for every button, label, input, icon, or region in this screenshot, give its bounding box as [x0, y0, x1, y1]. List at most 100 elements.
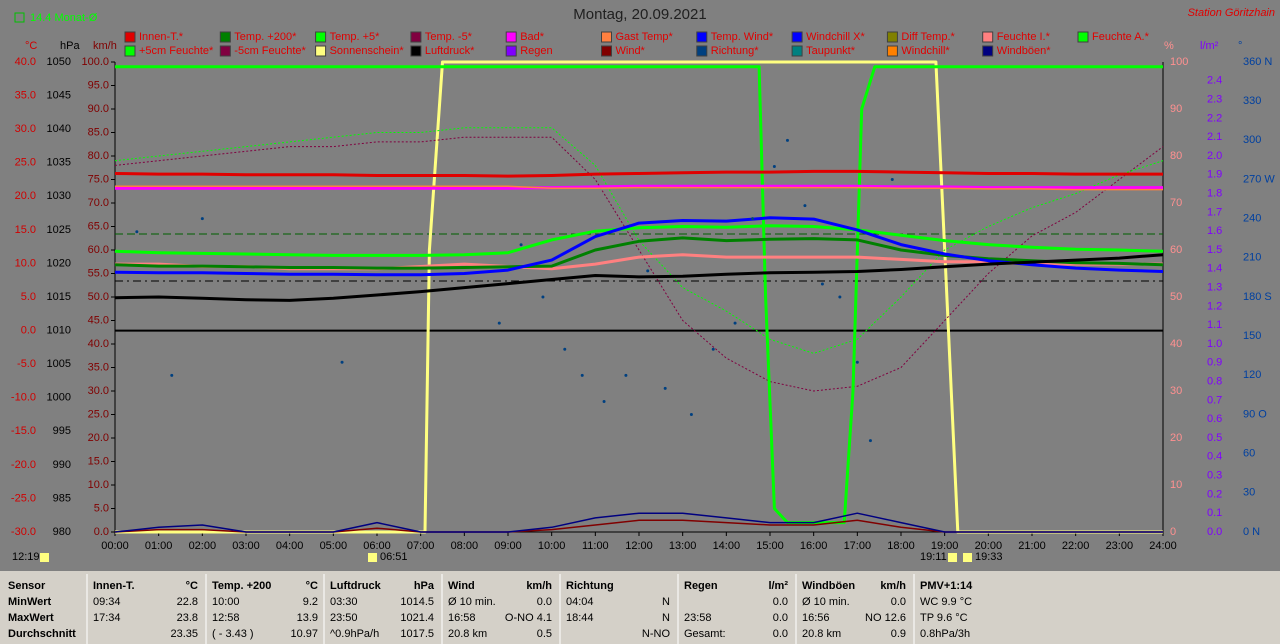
y-tick-label: 1.4 — [1207, 263, 1222, 275]
y-tick-label: 1030 — [47, 190, 71, 202]
table-cell: 0.8hPa/3h — [920, 628, 970, 640]
y-tick-label: 2.4 — [1207, 75, 1222, 87]
y-tick-label: 1.5 — [1207, 244, 1222, 256]
table-cell: Regen — [684, 580, 718, 592]
point — [855, 360, 859, 364]
x-tick-label: 08:00 — [451, 540, 479, 552]
point — [497, 321, 501, 325]
legend-label: Windböen* — [997, 45, 1052, 57]
y-tick-label: 20 — [1170, 432, 1182, 444]
point — [820, 282, 824, 286]
y-tick-label: 30 — [1170, 385, 1182, 397]
table-cell: Sensor — [8, 580, 46, 592]
axis-unit: hPa — [60, 40, 80, 52]
legend-swatch — [410, 31, 422, 43]
point — [785, 138, 789, 142]
y-tick-label: 25.0 — [15, 157, 36, 169]
y-tick-label: 50 — [1170, 291, 1182, 303]
legend-swatch — [410, 45, 422, 57]
point — [340, 360, 344, 364]
y-tick-label: 45.0 — [88, 314, 109, 326]
y-tick-label: 60 — [1170, 244, 1182, 256]
point — [868, 439, 872, 443]
table-cell: 10.97 — [290, 628, 318, 640]
table-cell: hPa — [414, 580, 435, 592]
table-cell: Wind — [448, 580, 475, 592]
legend-swatch — [124, 31, 136, 43]
axis-unit: ° — [1238, 40, 1242, 52]
table-cell: ( - 3.43 ) — [212, 628, 254, 640]
legend-swatch — [219, 45, 231, 57]
y-tick-label: 0.6 — [1207, 413, 1222, 425]
table-cell: N — [662, 596, 670, 608]
table-cell: 23:58 — [684, 612, 712, 624]
table-cell: 10:00 — [212, 596, 240, 608]
y-tick-label: 65.0 — [88, 220, 109, 232]
table-cell: PMV+1:14 — [920, 580, 973, 592]
y-tick-label: 0.0 — [1207, 526, 1222, 538]
y-tick-label: 100.0 — [81, 56, 109, 68]
x-tick-label: 10:00 — [538, 540, 566, 552]
x-tick-label: 09:00 — [494, 540, 522, 552]
point — [751, 217, 755, 221]
y-tick-label: 55.0 — [88, 267, 109, 279]
table-cell: l/m² — [768, 580, 788, 592]
legend-swatch — [219, 31, 231, 43]
point — [838, 295, 842, 299]
y-tick-label: 985 — [53, 492, 71, 504]
y-tick-label: 90 O — [1243, 408, 1267, 420]
x-tick-label: 07:00 — [407, 540, 435, 552]
table-cell: Luftdruck — [330, 580, 382, 592]
y-tick-label: 1.9 — [1207, 169, 1222, 181]
legend-swatch — [982, 45, 994, 57]
y-tick-label: 1.3 — [1207, 282, 1222, 294]
y-tick-label: 1000 — [47, 392, 71, 404]
legend-label: Innen-T.* — [139, 31, 184, 43]
series-line — [114, 236, 1164, 270]
x-tick-label: 19:00 — [931, 540, 959, 552]
table-cell: Innen-T. — [93, 580, 135, 592]
y-tick-label: -10.0 — [11, 392, 36, 404]
y-tick-label: 70.0 — [88, 197, 109, 209]
y-tick-label: 1.0 — [1207, 338, 1222, 350]
y-tick-label: 300 — [1243, 134, 1261, 146]
y-tick-label: 150 — [1243, 330, 1261, 342]
point — [689, 413, 693, 416]
legend-label: Taupunkt* — [806, 45, 856, 57]
y-tick-label: 75.0 — [88, 173, 109, 185]
series-line — [114, 512, 1163, 533]
x-tick-label: 14:00 — [713, 540, 741, 552]
table-cell: 03:30 — [330, 596, 358, 608]
table-cell: Windböen — [802, 580, 855, 592]
table-cell: N — [662, 612, 670, 624]
point — [733, 321, 737, 325]
table-cell: Durchschnitt — [8, 628, 76, 640]
table-cell: Ø 10 min. — [448, 596, 496, 608]
y-tick-label: 40 — [1170, 338, 1182, 350]
legend-label: -5cm Feuchte* — [234, 45, 306, 57]
legend-swatch — [601, 45, 612, 57]
y-tick-label: 1.7 — [1207, 206, 1222, 218]
y-tick-label: 1.2 — [1207, 300, 1222, 312]
table-cell: WC 9.9 °C — [920, 596, 972, 608]
y-tick-label: 210 — [1243, 252, 1261, 264]
legend-label: Bad* — [520, 31, 545, 43]
x-tick-label: 06:00 — [363, 540, 391, 552]
x-tick-label: 04:00 — [276, 540, 304, 552]
y-tick-label: -5.0 — [17, 358, 36, 370]
table-cell: 16:58 — [448, 612, 476, 624]
y-tick-label: 80 — [1170, 150, 1182, 162]
table-cell: 22.8 — [177, 596, 198, 608]
x-tick-label: 00:00 — [101, 540, 129, 552]
sun-marker — [368, 553, 377, 562]
table-cell: °C — [186, 580, 198, 592]
y-tick-label: 15.0 — [88, 455, 109, 467]
y-tick-label: 995 — [53, 425, 71, 437]
legend-swatch — [315, 45, 327, 57]
point — [803, 204, 807, 208]
y-tick-label: 40.0 — [88, 338, 109, 350]
chart-title: Montag, 20.09.2021 — [573, 6, 706, 23]
point — [580, 373, 584, 377]
y-tick-label: 30.0 — [15, 123, 36, 135]
y-tick-label: 20.0 — [15, 190, 36, 202]
